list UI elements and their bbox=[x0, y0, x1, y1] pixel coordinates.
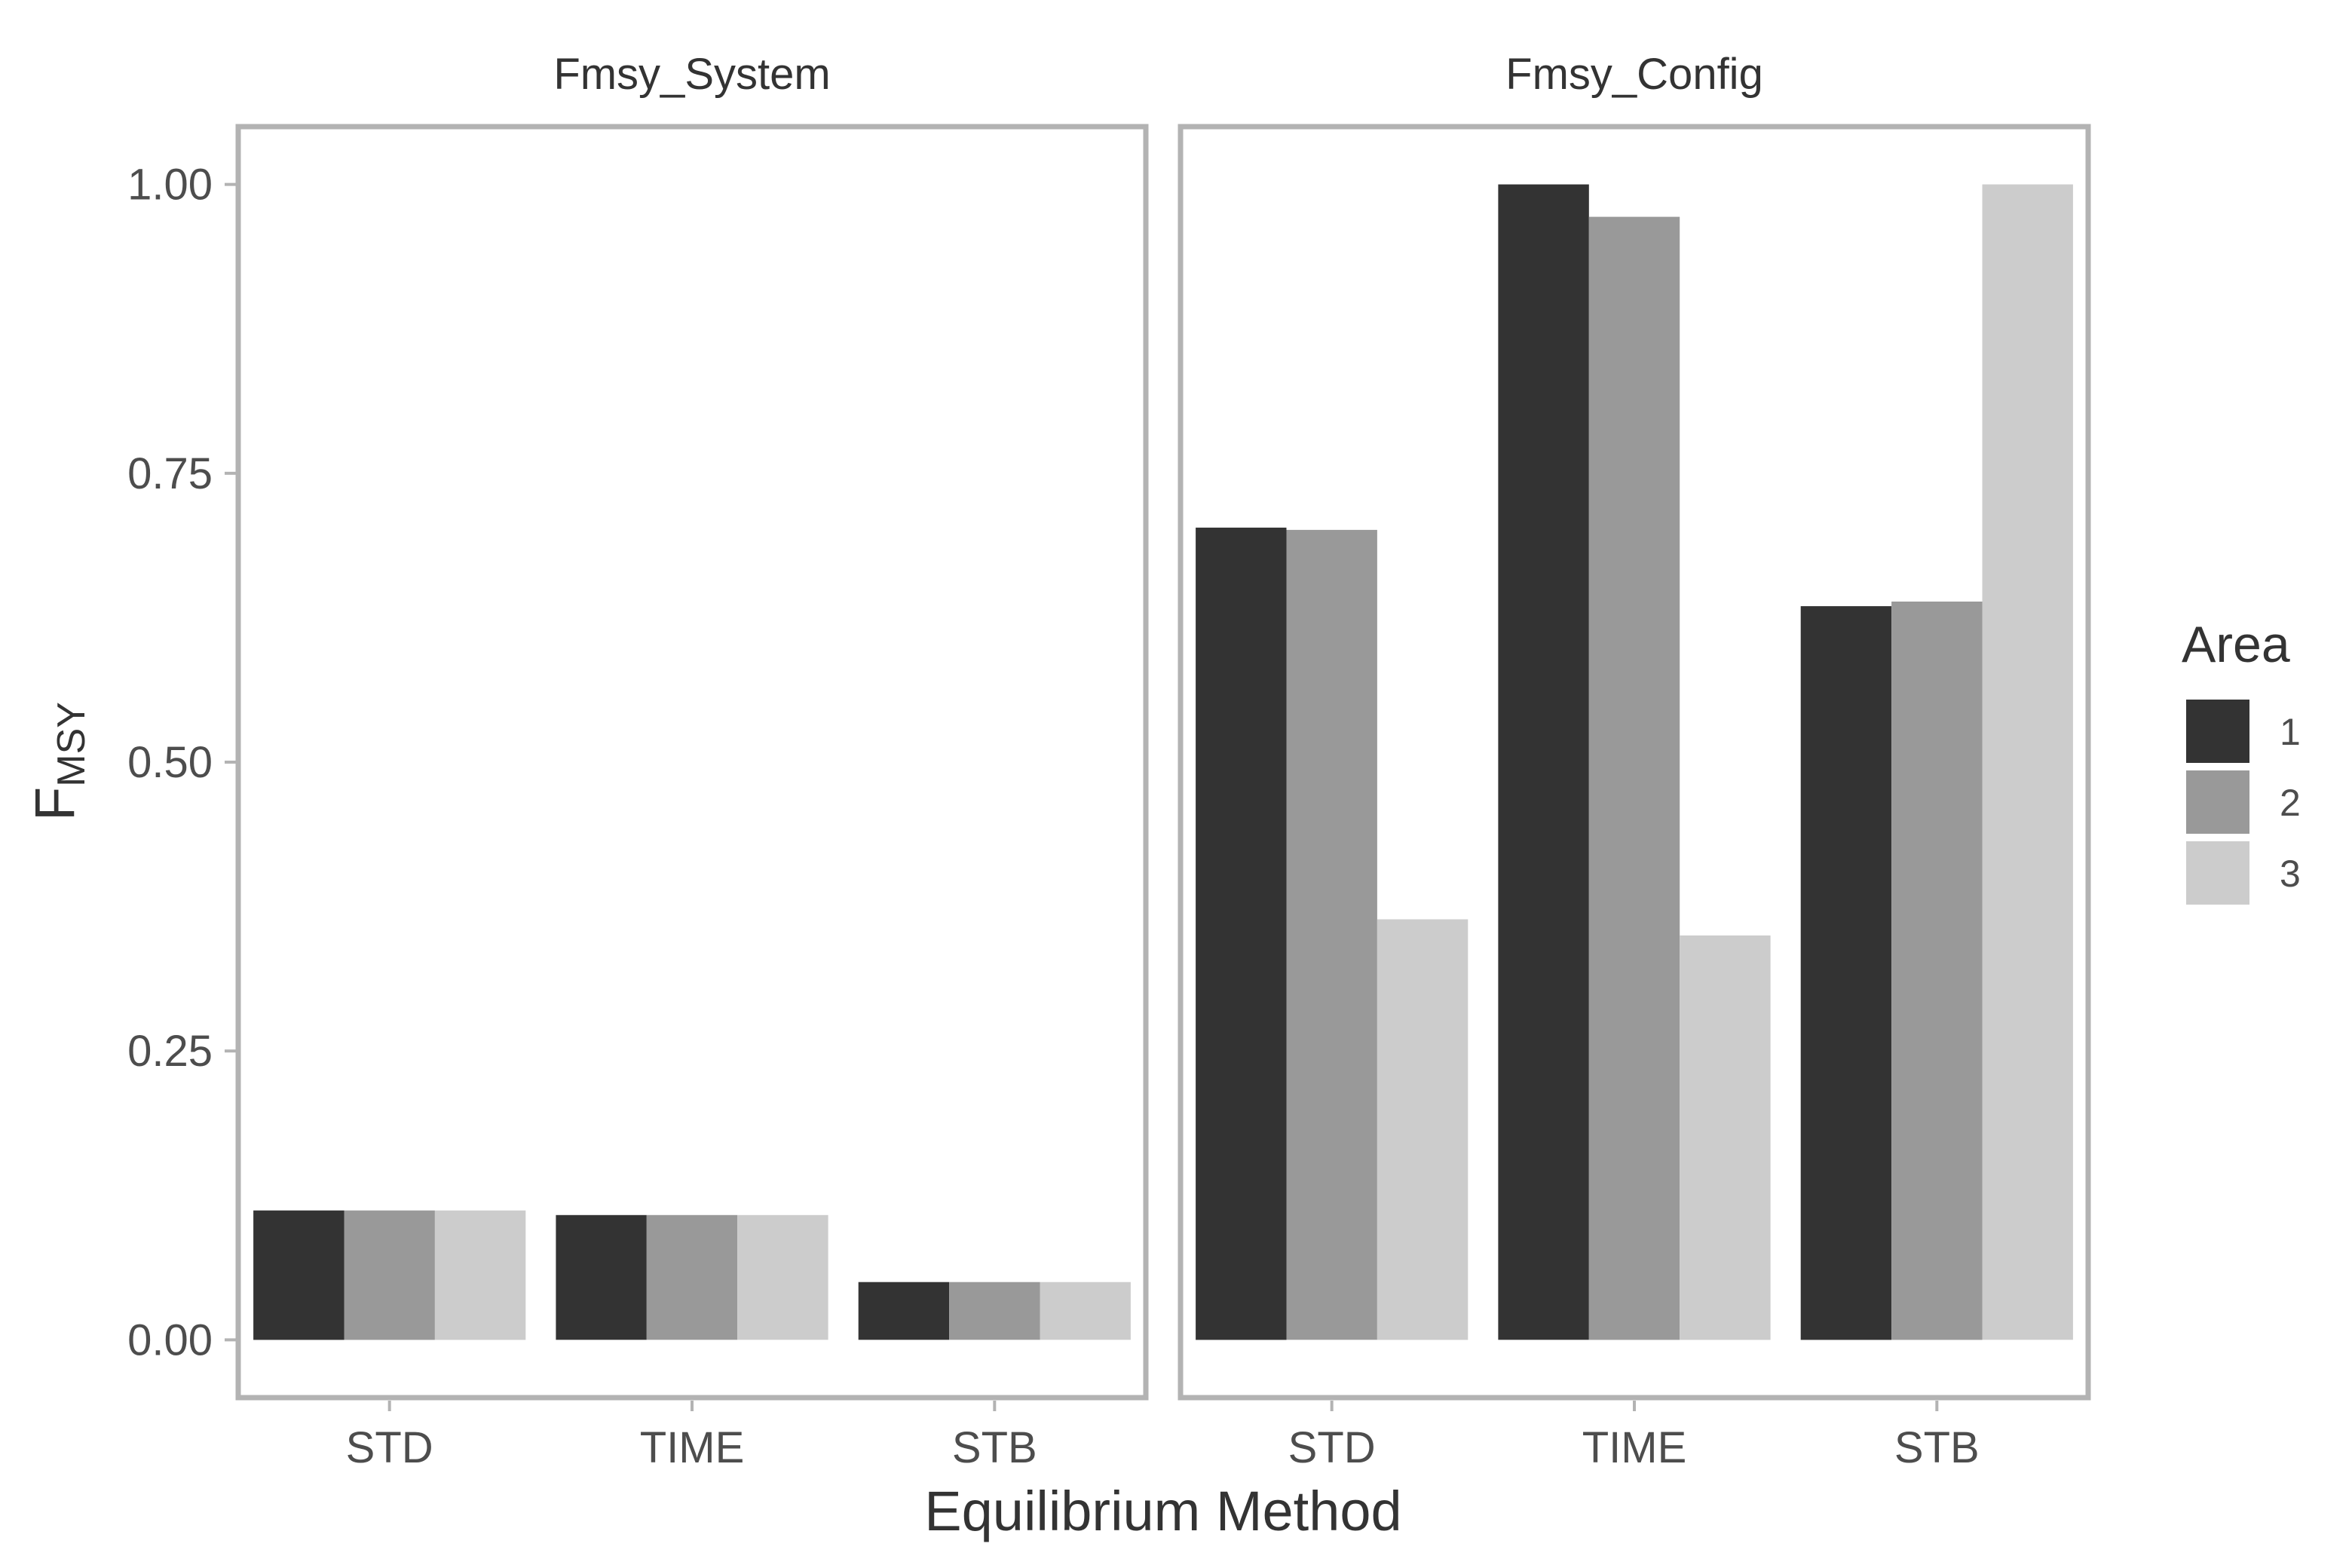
facet-title: Fmsy_Config bbox=[1505, 50, 1763, 99]
legend-label: 1 bbox=[2280, 711, 2301, 753]
facet-title: Fmsy_System bbox=[553, 50, 830, 99]
y-tick-label: 0.00 bbox=[127, 1315, 213, 1364]
facet-panel-2: Fmsy_Config bbox=[1178, 50, 2091, 1401]
y-tick-label: 1.00 bbox=[127, 161, 213, 210]
bar-time-area-1 bbox=[1498, 184, 1589, 1340]
x-tick-label: STB bbox=[952, 1423, 1037, 1472]
legend-title: Area bbox=[2182, 616, 2290, 673]
bar-stb-area-1 bbox=[1800, 606, 1892, 1340]
bar-std-area-3 bbox=[434, 1210, 526, 1340]
panel-border bbox=[235, 124, 1149, 1401]
x-tick-label: TIME bbox=[640, 1423, 745, 1472]
x-axis: STD TIME STB STD TIME STB Equilibrium Method bbox=[346, 1401, 1980, 1542]
bar-stb-area-2 bbox=[949, 1282, 1040, 1340]
legend-label: 3 bbox=[2280, 853, 2301, 895]
bar-stb-area-1 bbox=[858, 1282, 950, 1340]
x-tick-label: TIME bbox=[1582, 1423, 1687, 1472]
bar-stb-area-3 bbox=[1040, 1282, 1131, 1340]
y-axis: 0.00 0.25 0.50 0.75 1.00 FMSY bbox=[23, 161, 237, 1364]
x-tick-label: STB bbox=[1894, 1423, 1980, 1472]
bar-std-area-3 bbox=[1377, 919, 1468, 1340]
x-tick-label: STD bbox=[1288, 1423, 1376, 1472]
bar-std-area-1 bbox=[253, 1210, 345, 1340]
legend-swatch-area-2 bbox=[2186, 770, 2249, 834]
y-axis-title: FMSY bbox=[23, 702, 93, 821]
legend: Area 1 2 3 bbox=[2182, 616, 2301, 905]
legend-swatch-area-3 bbox=[2186, 841, 2249, 905]
y-tick-label: 0.25 bbox=[127, 1027, 213, 1076]
bar-std-area-2 bbox=[344, 1210, 435, 1340]
panel-border bbox=[1178, 124, 2091, 1401]
bar-time-area-2 bbox=[646, 1214, 738, 1340]
bar-time-area-2 bbox=[1588, 216, 1680, 1340]
y-axis-title-subscript: MSY bbox=[50, 702, 93, 787]
bar-stb-area-2 bbox=[1891, 602, 1983, 1340]
legend-swatch-area-1 bbox=[2186, 700, 2249, 763]
y-tick-label: 0.75 bbox=[127, 449, 213, 498]
bar-std-area-1 bbox=[1196, 527, 1287, 1340]
bar-stb-area-3 bbox=[1982, 184, 2073, 1340]
y-axis-title-main: F bbox=[23, 787, 86, 821]
y-tick-label: 0.50 bbox=[127, 738, 213, 787]
bar-time-area-1 bbox=[556, 1214, 647, 1340]
panels-layer: Fmsy_System Fmsy_Config bbox=[235, 50, 2091, 1401]
x-axis-title: Equilibrium Method bbox=[924, 1480, 1401, 1542]
legend-label: 2 bbox=[2280, 782, 2301, 824]
bar-time-area-3 bbox=[737, 1214, 828, 1340]
x-tick-label: STD bbox=[346, 1423, 433, 1472]
bar-std-area-2 bbox=[1286, 529, 1377, 1340]
facet-panel-1: Fmsy_System bbox=[235, 50, 1149, 1401]
bar-time-area-3 bbox=[1680, 935, 1771, 1340]
